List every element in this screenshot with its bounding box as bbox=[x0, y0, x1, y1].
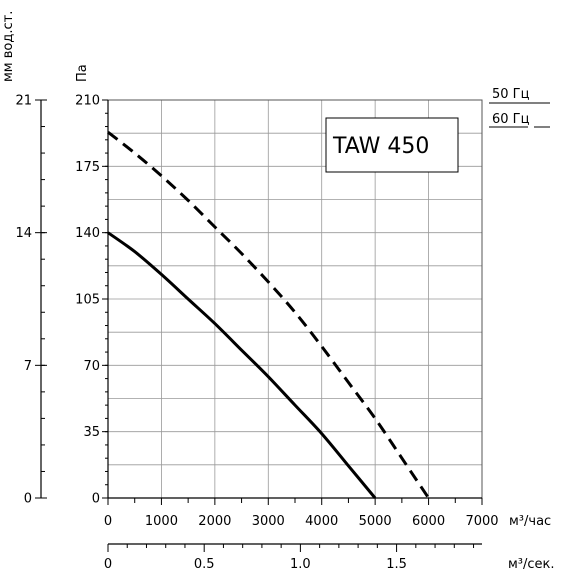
y-tick-label: 175 bbox=[75, 160, 100, 175]
x-axis-label: м³/час bbox=[509, 514, 551, 529]
y-axis-label: Па bbox=[75, 64, 90, 82]
x-tick-label: 2000 bbox=[198, 514, 231, 529]
y2-axis-label: мм вод.ст. bbox=[1, 11, 16, 82]
y-tick-label: 35 bbox=[83, 425, 100, 440]
y-tick-label: 0 bbox=[92, 492, 100, 507]
x-tick-label: 6000 bbox=[412, 514, 445, 529]
y2-tick-label: 7 bbox=[24, 359, 32, 374]
x2-axis-label: м³/сек. bbox=[508, 557, 555, 572]
model-label-box bbox=[325, 117, 459, 173]
model-label: TAW 450 bbox=[332, 134, 429, 159]
x-tick-label: 0 bbox=[104, 514, 112, 529]
y2-tick-label: 14 bbox=[15, 226, 32, 241]
y-tick-label: 70 bbox=[83, 359, 100, 374]
x-tick-label: 1000 bbox=[145, 514, 178, 529]
x-tick-label: 4000 bbox=[305, 514, 338, 529]
y2-tick-label: 21 bbox=[15, 94, 32, 109]
y-tick-label: 105 bbox=[75, 293, 100, 308]
legend: 50 Гц 60 Гц bbox=[489, 87, 550, 128]
x2-tick-label: 0 bbox=[104, 557, 112, 572]
legend-label-50hz: 50 Гц bbox=[492, 87, 530, 102]
curve-50hz bbox=[107, 231, 377, 499]
axes-layer: 0 35 70 105 140 175 210 Па 0 7 14 21 мм вод.ст. 0 1000… bbox=[1, 11, 555, 572]
y-tick-label: 210 bbox=[75, 94, 100, 109]
curve-60hz bbox=[107, 131, 430, 499]
x2-tick-label: 0.5 bbox=[194, 557, 215, 572]
x-tick-label: 5000 bbox=[359, 514, 392, 529]
curves-layer bbox=[107, 131, 430, 499]
x-tick-label: 7000 bbox=[465, 514, 498, 529]
x2-tick-label: 1.5 bbox=[386, 557, 407, 572]
y-tick-label: 140 bbox=[75, 226, 100, 241]
x2-tick-label: 1.0 bbox=[290, 557, 311, 572]
y2-tick-label: 0 bbox=[24, 492, 32, 507]
legend-label-60hz: 60 Гц bbox=[492, 112, 530, 127]
x-tick-label: 3000 bbox=[252, 514, 285, 529]
